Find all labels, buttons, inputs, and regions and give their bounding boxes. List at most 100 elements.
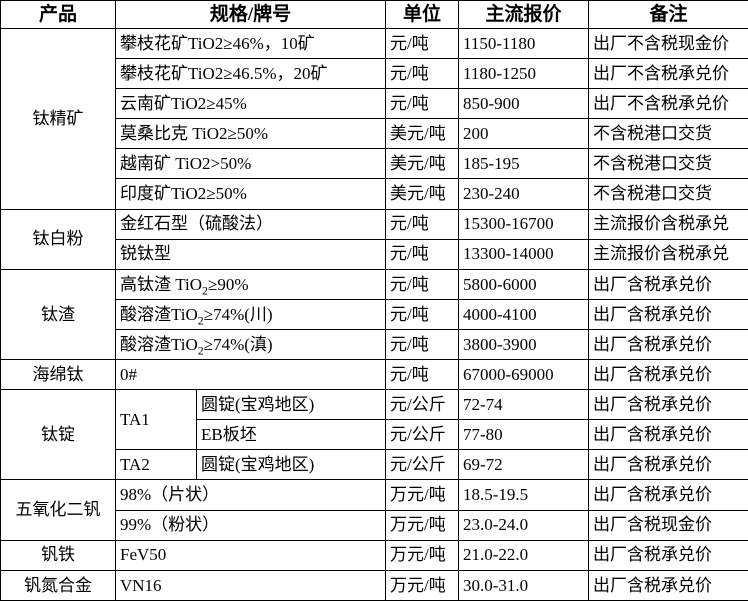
remark-cell: 出厂含税承兑价 [588,328,748,361]
spec-cell: 酸溶渣TiO2≥74%(滇) [115,328,386,361]
column-header-unit: 单位 [385,0,459,29]
spec-cell: 98%（片状） [115,479,386,511]
price-cell: 15300-16700 [458,208,589,240]
grade-cell: TA1 [115,389,197,451]
column-header-price: 主流报价 [458,0,589,29]
sub-spec-cell: EB板坯 [196,419,386,451]
table-row: 五氧化二钒 98%（片状） 万元/吨 18.5-19.5 出厂含税承兑价 [0,479,748,541]
spec-cell: 越南矿 TiO2>50% [115,148,386,180]
table-row: 钛渣 高钛渣 TiO2≥90% 元/吨 5800-6000 出厂含税承兑价 [0,268,748,361]
unit-cell: 元/吨 [385,268,459,300]
table-row: 越南矿 TiO2>50% 美元/吨 185-195 不含税港口交货 [1,148,748,180]
price-cell: 30.0-31.0 [458,569,589,601]
unit-cell: 万元/吨 [385,509,459,541]
unit-cell: 元/吨 [385,328,459,361]
unit-cell: 元/吨 [385,88,459,120]
table-row: 莫桑比克 TiO2≥50% 美元/吨 200 不含税港口交货 [1,118,748,150]
table-body: 钛精矿 攀枝花矿TiO2≥46%，10矿 元/吨 1150-1180 出厂不含税现金价攀… [0,27,748,601]
price-cell: 18.5-19.5 [458,479,589,511]
spec-cell: 金红石型（硫酸法） [115,208,386,240]
table-row: 钛精矿 攀枝花矿TiO2≥46%，10矿 元/吨 1150-1180 出厂不含税现金价 [0,27,748,210]
price-cell: 200 [458,118,589,150]
table-row: 99%（粉状） 万元/吨 23.0-24.0 出厂含税现金价 [1,509,748,541]
remark-cell: 出厂含税承兑价 [588,298,748,330]
price-cell: 67000-69000 [458,359,589,391]
column-header-spec: 规格/牌号 [115,0,386,29]
price-cell: 185-195 [458,148,589,180]
price-cell: 77-80 [458,419,589,451]
spec-cell: FeV50 [115,539,386,571]
price-cell: 3800-3900 [458,328,589,361]
remark-cell: 不含税港口交货 [588,118,748,150]
remark-cell: 不含税港口交货 [588,178,748,210]
spec-cell: 莫桑比克 TiO2≥50% [115,118,386,150]
product-name-cell: 钒氮合金 [0,569,116,601]
table-row: 钛锭 TA1 圆锭(宝鸡地区) 元/公斤 72-74 出厂含税承兑价 [0,389,748,481]
column-header-remark: 备注 [588,0,748,29]
table-row: 酸溶渣TiO2≥74%(川) 元/吨 4000-4100 出厂含税承兑价 [1,298,748,330]
spec-cell: 印度矿TiO2≥50% [115,178,386,210]
table-row: 云南矿TiO2≥45% 元/吨 850-900 出厂不含税承兑价 [1,88,748,120]
product-name-cell: 钒铁 [0,539,116,571]
price-cell: 850-900 [458,88,589,120]
remark-cell: 出厂含税承兑价 [588,569,748,601]
product-name-cell: 海绵钛 [0,359,116,391]
column-header-product: 产品 [0,0,116,29]
price-cell: 72-74 [458,389,589,421]
spec-cell: 攀枝花矿TiO2≥46%，10矿 [115,27,386,60]
remark-cell: 出厂含税现金价 [588,509,748,541]
unit-cell: 元/吨 [385,58,459,90]
header-row: 产品 规格/牌号 单位 主流报价 备注 [0,0,748,29]
price-cell: 23.0-24.0 [458,509,589,541]
grade-cell: TA2 [115,449,197,481]
unit-cell: 元/公斤 [385,389,459,421]
price-cell: 1150-1180 [458,27,589,60]
table-row: 钛白粉 金红石型（硫酸法） 元/吨 15300-16700 主流报价含税承兑 [0,208,748,270]
product-name-cell: 钛白粉 [0,208,116,270]
unit-cell: 元/吨 [385,238,459,270]
remark-cell: 不含税港口交货 [588,148,748,180]
spec-cell: 99%（粉状） [115,509,386,541]
remark-cell: 出厂不含税承兑价 [588,88,748,120]
spec-cell: 攀枝花矿TiO2≥46.5%，20矿 [115,58,386,90]
spec-cell: 酸溶渣TiO2≥74%(川) [115,298,386,330]
table-row: 钒氮合金 VN16 万元/吨 30.0-31.0 出厂含税承兑价 [0,569,748,601]
remark-cell: 出厂含税承兑价 [588,449,748,481]
unit-cell: 元/吨 [385,359,459,391]
sub-spec-cell: 圆锭(宝鸡地区) [196,389,386,421]
remark-cell: 出厂不含税现金价 [588,27,748,60]
unit-cell: 元/公斤 [385,419,459,451]
table-row: 海绵钛 0# 元/吨 67000-69000 出厂含税承兑价 [0,359,748,391]
price-cell: 69-72 [458,449,589,481]
price-cell: 4000-4100 [458,298,589,330]
remark-cell: 出厂不含税承兑价 [588,58,748,90]
unit-cell: 万元/吨 [385,569,459,601]
table-row: 钒铁 FeV50 万元/吨 21.0-22.0 出厂含税承兑价 [0,539,748,571]
remark-cell: 出厂含税承兑价 [588,419,748,451]
sub-spec-cell: 圆锭(宝鸡地区) [196,449,386,481]
table-header: 产品 规格/牌号 单位 主流报价 备注 [0,0,748,29]
product-name-cell: 钛渣 [0,268,116,361]
price-cell: 21.0-22.0 [458,539,589,571]
remark-cell: 出厂含税承兑价 [588,539,748,571]
product-name-cell: 五氧化二钒 [0,479,116,541]
remark-cell: 主流报价含税承兑 [588,208,748,240]
unit-cell: 元/公斤 [385,449,459,481]
unit-cell: 元/吨 [385,298,459,330]
unit-cell: 美元/吨 [385,118,459,150]
unit-cell: 元/吨 [385,208,459,240]
table-row: 攀枝花矿TiO2≥46.5%，20矿 元/吨 1180-1250 出厂不含税承兑价 [1,58,748,90]
remark-cell: 主流报价含税承兑 [588,238,748,270]
unit-cell: 万元/吨 [385,479,459,511]
spec-cell: VN16 [115,569,386,601]
product-name-cell: 钛锭 [0,389,116,481]
remark-cell: 出厂含税承兑价 [588,268,748,300]
remark-cell: 出厂含税承兑价 [588,359,748,391]
spec-cell: 高钛渣 TiO2≥90% [115,268,386,300]
remark-cell: 出厂含税承兑价 [588,389,748,421]
product-name-cell: 钛精矿 [0,28,116,210]
table-row: TA2 圆锭(宝鸡地区) 元/公斤 69-72 出厂含税承兑价 [1,449,748,481]
table-row: 锐钛型 元/吨 13300-14000 主流报价含税承兑 [1,238,748,270]
unit-cell: 美元/吨 [385,178,459,210]
